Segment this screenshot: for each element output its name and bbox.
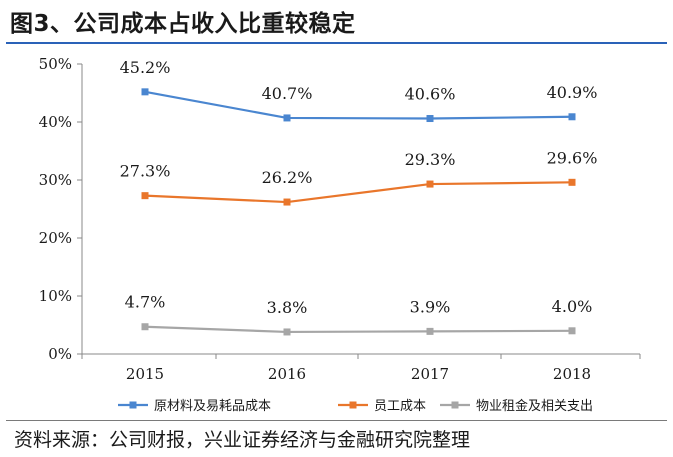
series-line: [144, 181, 573, 204]
series-line: [144, 90, 573, 120]
series-line: [144, 325, 573, 334]
source-note: 资料来源：公司财报，兴业证券经济与金融研究院整理: [14, 429, 471, 451]
y-tick-label: 50%: [39, 55, 72, 73]
data-point: [568, 178, 576, 186]
legend-label: 物业租金及相关支出: [476, 398, 593, 414]
data-point: [426, 115, 434, 123]
source-divider: [6, 420, 667, 421]
data-label: 29.3%: [405, 150, 456, 169]
data-label: 29.6%: [547, 148, 598, 167]
data-label: 26.2%: [262, 168, 313, 187]
data-label: 3.9%: [410, 297, 451, 316]
y-tick-label: 10%: [39, 287, 72, 305]
y-tick-label: 20%: [39, 229, 72, 247]
data-point: [568, 113, 576, 121]
legend-label: 员工成本: [374, 399, 426, 414]
data-label: 4.0%: [552, 297, 593, 316]
y-tick-label: 30%: [39, 171, 72, 189]
data-point: [568, 327, 576, 335]
data-label: 40.7%: [262, 84, 313, 103]
legend-marker: [451, 401, 459, 409]
data-label: 3.8%: [267, 298, 308, 317]
legend-marker: [129, 401, 137, 409]
title-divider: [6, 42, 667, 44]
y-tick-label: 40%: [39, 113, 72, 131]
line-chart: 0% 10% 20% 30% 40% 50% 2015 2016 2017 2018 45.2% 40…: [39, 55, 641, 414]
data-label: 40.6%: [405, 85, 456, 104]
data-point: [141, 323, 149, 331]
data-point: [283, 328, 291, 336]
x-tick-label: 2016: [268, 365, 306, 383]
x-tick-label: 2018: [553, 365, 591, 383]
x-tick-label: 2015: [126, 365, 164, 383]
x-tick-label: 2017: [411, 365, 449, 383]
chart-title: 图3、公司成本占收入比重较稳定: [10, 11, 356, 37]
data-label: 45.2%: [120, 58, 171, 77]
data-point: [141, 192, 149, 200]
y-tick-label: 0%: [48, 345, 72, 363]
data-label: 40.9%: [547, 83, 598, 102]
data-label: 4.7%: [125, 293, 166, 312]
data-point: [283, 198, 291, 206]
data-label: 27.3%: [120, 162, 171, 181]
data-point: [426, 180, 434, 188]
data-point: [141, 88, 149, 96]
legend-marker: [349, 401, 357, 409]
data-point: [283, 114, 291, 122]
legend-label: 原材料及易耗品成本: [154, 399, 271, 414]
data-point: [426, 327, 434, 335]
